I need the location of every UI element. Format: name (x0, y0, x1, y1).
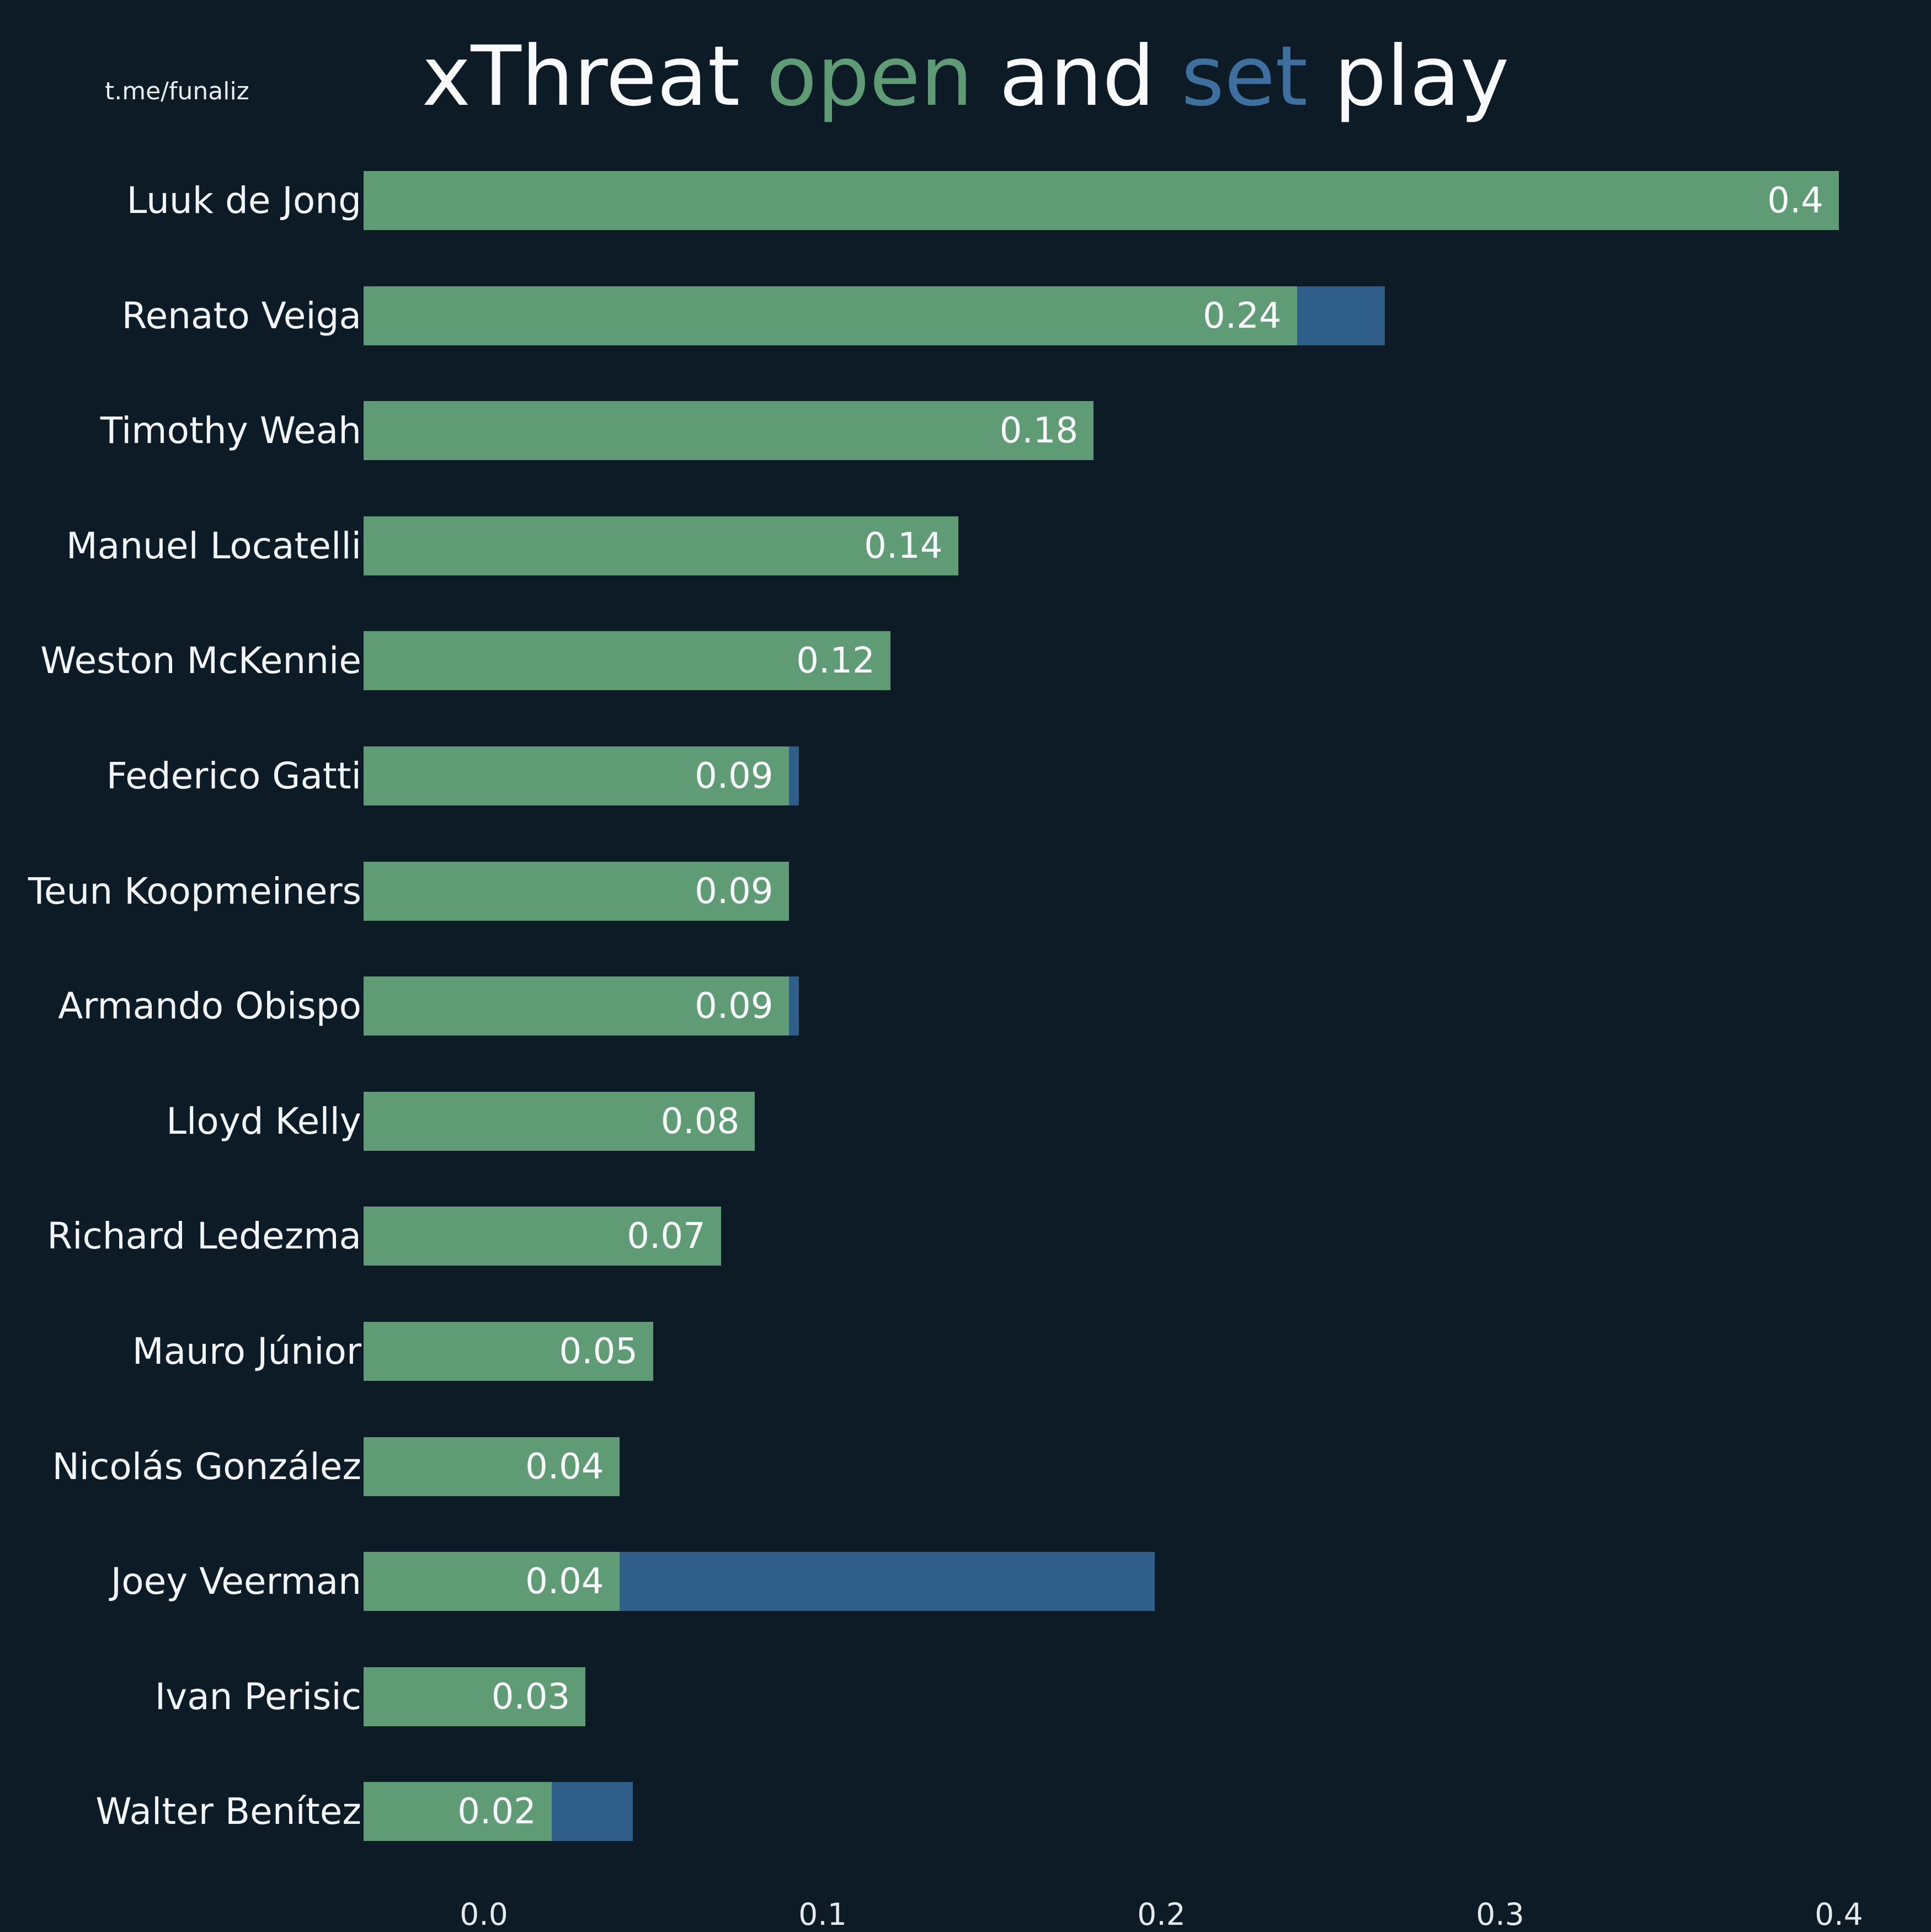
open-play-bar: 0.24 (364, 286, 1297, 345)
player-label: Teun Koopmeiners (28, 869, 361, 912)
bar-value-label: 0.03 (491, 1676, 570, 1717)
open-play-bar: 0.02 (364, 1782, 552, 1842)
bar-value-label: 0.04 (525, 1561, 604, 1603)
title-word-open: open (766, 29, 973, 125)
bar-value-label: 0.08 (660, 1101, 740, 1142)
player-label: Richard Ledezma (47, 1215, 361, 1258)
open-play-bar: 0.09 (364, 976, 789, 1036)
bar-row: Joey Veerman 0.04 (0, 1552, 1931, 1611)
x-axis-tick: 0.0 (460, 1897, 508, 1932)
player-label: Walter Benítez (95, 1790, 361, 1833)
x-axis-tick: 0.4 (1815, 1897, 1863, 1932)
bar-row: Walter Benítez 0.02 (0, 1782, 1931, 1842)
player-label: Lloyd Kelly (166, 1100, 361, 1143)
player-label: Ivan Perisic (154, 1675, 361, 1718)
title-word-xthreat: xThreat (422, 29, 740, 125)
bar-row: Teun Koopmeiners 0.09 (0, 861, 1931, 921)
bar-value-label: 0.14 (864, 525, 943, 567)
bar-value-label: 0.09 (695, 871, 774, 912)
title-word-and: and (999, 29, 1155, 125)
bar-value-label: 0.24 (1203, 295, 1282, 337)
open-play-bar: 0.14 (364, 516, 958, 575)
open-play-bar: 0.07 (364, 1207, 721, 1266)
bar-row: Weston McKennie 0.12 (0, 631, 1931, 691)
set-play-bar (551, 1782, 633, 1842)
bar-value-label: 0.09 (695, 986, 774, 1027)
player-label: Renato Veiga (121, 294, 361, 337)
x-axis-tick: 0.1 (798, 1897, 847, 1932)
player-label: Nicolás González (52, 1445, 361, 1488)
set-play-bar (1297, 286, 1385, 345)
x-axis-tick: 0.3 (1476, 1897, 1524, 1932)
title-word-play: play (1333, 29, 1509, 125)
bar-row: Ivan Perisic 0.03 (0, 1667, 1931, 1726)
open-play-bar: 0.03 (364, 1667, 586, 1726)
player-label: Weston McKennie (40, 639, 361, 682)
bar-value-label: 0.09 (695, 756, 774, 797)
player-label: Luuk de Jong (126, 179, 361, 222)
bar-value-label: 0.02 (457, 1791, 536, 1833)
bar-value-label: 0.4 (1767, 180, 1823, 221)
bar-value-label: 0.12 (796, 641, 875, 682)
player-label: Manuel Locatelli (66, 524, 361, 567)
player-label: Mauro Júnior (132, 1330, 361, 1373)
open-play-bar: 0.09 (364, 861, 789, 921)
bar-row: Timothy Weah 0.18 (0, 401, 1931, 461)
open-play-bar: 0.04 (364, 1552, 620, 1611)
open-play-bar: 0.18 (364, 401, 1094, 461)
player-label: Timothy Weah (100, 409, 361, 452)
player-label: Federico Gatti (106, 755, 361, 797)
open-play-bar: 0.09 (364, 746, 789, 805)
bar-row: Manuel Locatelli 0.14 (0, 516, 1931, 575)
bar-row: Renato Veiga 0.24 (0, 286, 1931, 345)
bar-value-label: 0.18 (999, 410, 1079, 452)
open-play-bar: 0.12 (364, 631, 890, 691)
bar-value-label: 0.04 (525, 1446, 604, 1487)
bar-row: Luuk de Jong 0.4 (0, 171, 1931, 230)
bar-row: Richard Ledezma 0.07 (0, 1207, 1931, 1266)
open-play-bar: 0.05 (364, 1322, 653, 1381)
bar-value-label: 0.07 (627, 1216, 706, 1257)
bar-row: Federico Gatti 0.09 (0, 746, 1931, 805)
bar-row: Lloyd Kelly 0.08 (0, 1091, 1931, 1151)
watermark: t.me/funaliz (105, 77, 249, 105)
x-axis-tick: 0.2 (1137, 1897, 1186, 1932)
player-label: Joey Veerman (110, 1560, 361, 1603)
bar-value-label: 0.05 (559, 1331, 638, 1372)
open-play-bar: 0.04 (364, 1437, 620, 1496)
title-word-set: set (1181, 29, 1308, 125)
open-play-bar: 0.4 (364, 171, 1839, 230)
set-play-bar (619, 1552, 1155, 1611)
bar-row: Armando Obispo 0.09 (0, 976, 1931, 1036)
set-play-bar (788, 976, 799, 1036)
set-play-bar (788, 746, 799, 805)
bar-row: Mauro Júnior 0.05 (0, 1322, 1931, 1381)
open-play-bar: 0.08 (364, 1091, 755, 1151)
chart-title: xThreat open and set play (0, 29, 1931, 125)
player-label: Armando Obispo (58, 985, 361, 1028)
bar-row: Nicolás González 0.04 (0, 1437, 1931, 1496)
